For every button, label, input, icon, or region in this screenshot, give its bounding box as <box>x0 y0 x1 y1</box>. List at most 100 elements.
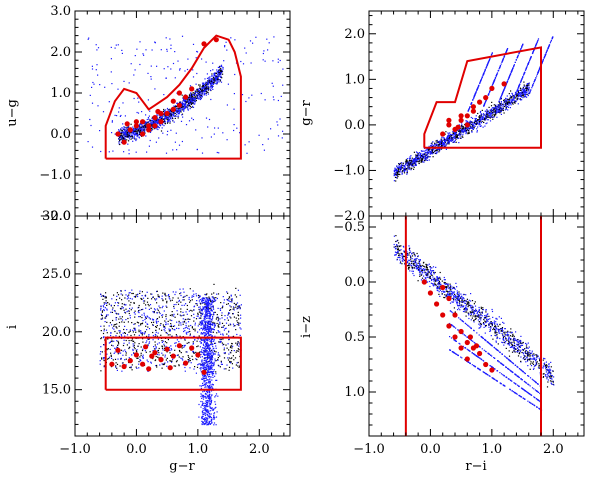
scatter-point <box>523 95 524 96</box>
scatter-point <box>216 317 217 318</box>
scatter-point <box>100 370 101 371</box>
scatter-point <box>202 87 203 88</box>
scatter-point <box>224 325 225 326</box>
scatter-point <box>138 310 139 311</box>
scatter-point <box>164 329 165 330</box>
scatter-point <box>153 339 154 340</box>
scatter-point <box>433 149 434 150</box>
scatter-point <box>522 44 523 45</box>
highlighted-point <box>446 118 451 123</box>
scatter-point <box>395 177 396 178</box>
scatter-point <box>497 108 498 109</box>
scatter-point <box>139 41 140 42</box>
scatter-point <box>448 135 449 136</box>
scatter-point <box>211 342 212 343</box>
scatter-point <box>143 129 144 130</box>
scatter-point <box>184 305 185 306</box>
scatter-point <box>409 160 410 161</box>
scatter-point <box>237 324 238 325</box>
scatter-point <box>486 67 487 68</box>
scatter-point <box>145 350 146 351</box>
scatter-point <box>189 94 190 95</box>
scatter-point <box>472 127 473 128</box>
scatter-point <box>161 49 162 50</box>
scatter-point <box>98 47 99 48</box>
scatter-point <box>397 176 398 177</box>
scatter-point <box>512 95 513 96</box>
scatter-point <box>170 320 171 321</box>
scatter-point <box>140 130 141 131</box>
scatter-point <box>408 169 409 170</box>
scatter-point <box>421 158 422 159</box>
y-tick-label: 3.0 <box>50 4 71 19</box>
panel-i-gr-frame <box>75 216 290 436</box>
scatter-point <box>224 348 225 349</box>
scatter-point <box>129 304 130 305</box>
scatter-point <box>123 333 124 334</box>
scatter-point <box>106 300 107 301</box>
scatter-point <box>179 145 180 146</box>
scatter-point <box>141 128 142 129</box>
scatter-point <box>481 122 482 123</box>
scatter-point <box>502 93 503 94</box>
scatter-point <box>395 170 396 171</box>
scatter-point <box>460 131 461 132</box>
scatter-point <box>486 117 487 118</box>
scatter-point <box>456 134 457 135</box>
scatter-point <box>120 115 121 116</box>
scatter-point <box>234 325 235 326</box>
scatter-point <box>144 319 145 320</box>
scatter-point <box>155 346 156 347</box>
scatter-point <box>216 83 217 84</box>
scatter-point <box>473 129 474 130</box>
scatter-point <box>218 128 219 129</box>
scatter-point <box>479 123 480 124</box>
scatter-point <box>132 141 133 142</box>
scatter-point <box>230 347 231 348</box>
scatter-point <box>142 334 143 335</box>
scatter-point <box>173 291 174 292</box>
scatter-point <box>215 371 216 372</box>
scatter-point <box>432 151 433 152</box>
scatter-point <box>109 151 110 152</box>
scatter-point <box>206 62 207 63</box>
scatter-point <box>499 106 500 107</box>
scatter-point <box>100 294 101 295</box>
scatter-point <box>212 69 213 70</box>
scatter-point <box>115 48 116 49</box>
scatter-point <box>140 333 141 334</box>
scatter-point <box>476 89 477 90</box>
scatter-point <box>228 325 229 326</box>
scatter-point <box>484 118 485 119</box>
scatter-point <box>131 354 132 355</box>
scatter-point <box>166 302 167 303</box>
scatter-point <box>413 166 414 167</box>
scatter-point <box>467 128 468 129</box>
scatter-point <box>475 93 476 94</box>
scatter-point <box>211 341 212 342</box>
scatter-point <box>240 323 241 324</box>
scatter-point <box>266 39 267 40</box>
scatter-point <box>212 75 213 76</box>
scatter-point <box>218 71 219 72</box>
scatter-point <box>522 77 523 78</box>
scatter-point <box>456 142 457 143</box>
scatter-point <box>236 350 237 351</box>
scatter-point <box>251 62 252 63</box>
scatter-point <box>208 94 209 95</box>
scatter-point <box>189 329 190 330</box>
scatter-point <box>442 144 443 145</box>
scatter-point <box>468 130 469 131</box>
scatter-point <box>503 110 504 111</box>
scatter-point <box>472 99 473 100</box>
scatter-point <box>103 333 104 334</box>
scatter-point <box>163 119 164 120</box>
scatter-point <box>418 163 419 164</box>
scatter-point <box>226 291 227 292</box>
scatter-point <box>550 42 551 43</box>
scatter-point <box>504 88 505 89</box>
scatter-point <box>101 357 102 358</box>
scatter-point <box>179 293 180 294</box>
scatter-point <box>200 346 201 347</box>
scatter-point <box>404 169 405 170</box>
